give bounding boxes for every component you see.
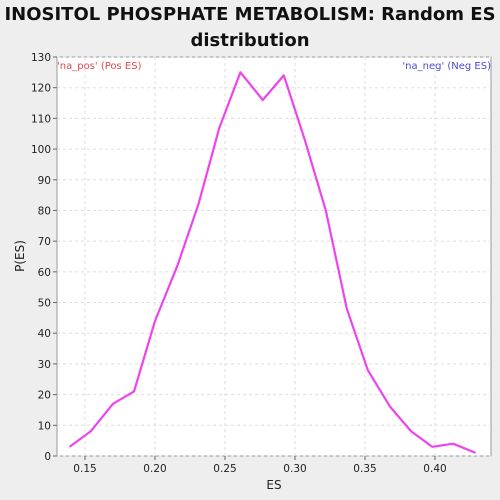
y-tick-label: 30 [38,359,51,371]
x-tick-label: 0.25 [213,463,236,475]
legend-neg-es: 'na_neg' (Neg ES) [402,61,491,72]
x-tick-label: 0.35 [353,463,376,475]
x-tick-label: 0.15 [73,463,96,475]
chart-title: INOSITOL PHOSPHATE METABOLISM: Random ES… [0,2,500,54]
series-line [68,71,477,454]
y-tick-label: 10 [38,420,51,432]
y-tick-label: 100 [31,144,51,156]
y-tick-label: 50 [38,298,51,310]
y-tick-label: 40 [38,328,51,340]
y-tick-label: 120 [31,83,51,95]
legend-pos-es: 'na_pos' (Pos ES) [57,61,142,72]
x-axis-label: ES [266,478,281,492]
x-tick-label: 0.30 [283,463,306,475]
y-tick-label: 0 [44,451,51,463]
chart-title-line-1: INOSITOL PHOSPHATE METABOLISM: Random ES [4,4,496,25]
y-tick-label: 60 [38,267,51,279]
chart-title-line-2: distribution [190,30,310,51]
y-tick-label: 20 [38,390,51,402]
y-axis-ticks: 0 10 20 30 40 50 60 70 80 90 100 110 120 130 [31,52,57,463]
y-tick-label: 70 [38,236,51,248]
plot-area [56,56,492,457]
y-tick-label: 80 [38,205,51,217]
x-tick-label: 0.20 [143,463,166,475]
x-tick-label: 0.40 [423,463,446,475]
x-axis-ticks: 0.15 0.20 0.25 0.30 0.35 0.40 [73,456,447,475]
y-tick-label: 130 [31,52,51,64]
y-tick-label: 110 [31,113,51,125]
y-tick-label: 90 [38,175,51,187]
y-axis-label: P(ES) [13,240,27,272]
